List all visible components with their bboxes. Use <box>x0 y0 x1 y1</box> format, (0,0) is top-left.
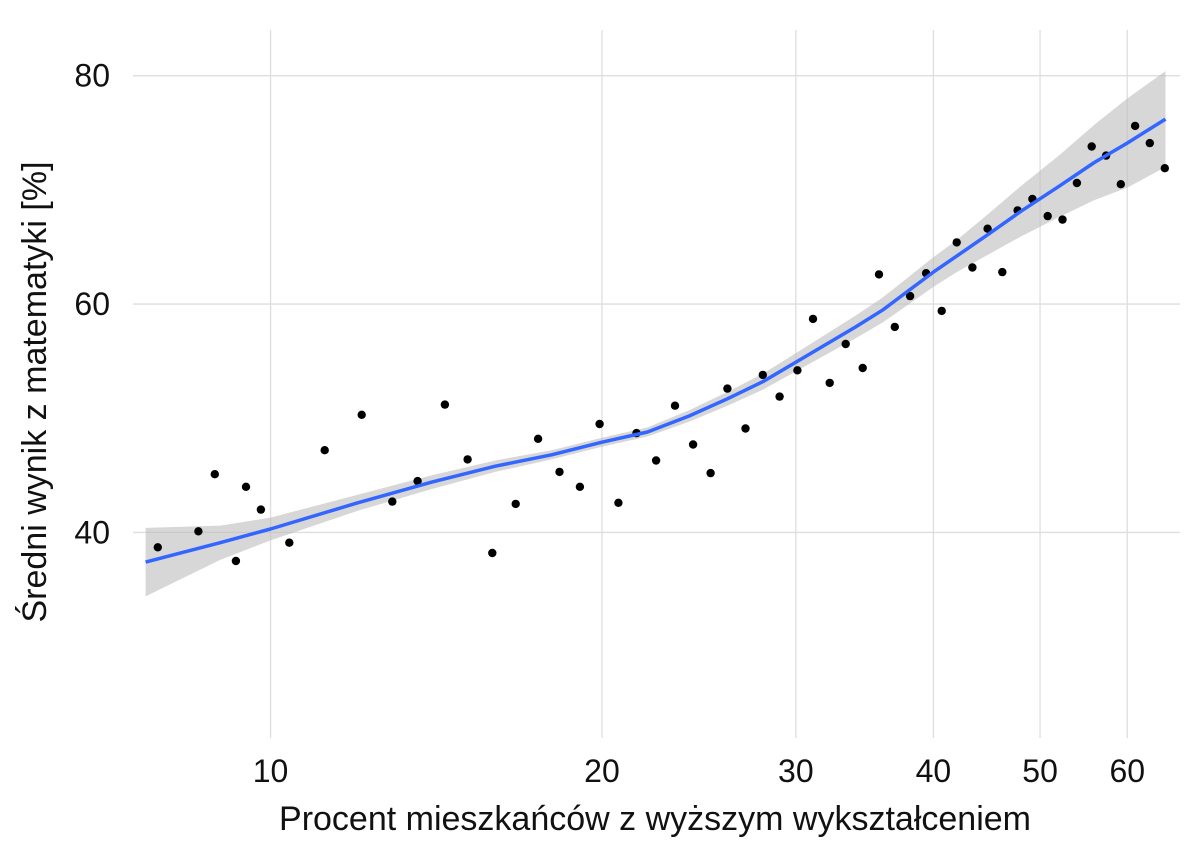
data-point <box>998 267 1007 277</box>
data-point <box>285 538 294 547</box>
data-point <box>1072 178 1082 188</box>
data-point <box>688 440 698 449</box>
data-point <box>413 476 422 486</box>
data-point <box>533 434 543 443</box>
smooth-curve <box>145 117 1167 564</box>
data-point <box>651 456 661 465</box>
data-point <box>357 410 366 419</box>
data-point <box>194 527 203 536</box>
x-tick-label: 30 <box>778 753 814 789</box>
data-point <box>614 498 623 507</box>
x-tick-label: 10 <box>253 753 289 789</box>
data-point <box>1130 121 1140 131</box>
data-point <box>741 424 750 433</box>
smooth-line <box>145 117 1167 564</box>
data-point <box>1160 164 1170 173</box>
data-point <box>511 499 520 509</box>
y-axis-ticks: 40 60 80 <box>74 58 110 551</box>
data-point <box>775 392 784 401</box>
data-point <box>1043 211 1052 221</box>
data-point <box>968 263 977 272</box>
data-point <box>575 482 585 491</box>
data-point <box>670 401 680 410</box>
data-point <box>440 400 450 409</box>
confidence-band <box>145 71 1166 597</box>
data-point <box>952 238 961 247</box>
data-point <box>793 366 802 375</box>
data-point <box>758 370 767 380</box>
data-point <box>874 270 884 279</box>
x-tick-label: 40 <box>916 753 952 789</box>
x-tick-label: 20 <box>584 753 620 789</box>
data-point <box>808 314 818 324</box>
data-point <box>1145 138 1155 148</box>
gridlines <box>133 30 1180 738</box>
y-tick-label: 80 <box>74 58 110 94</box>
y-axis-title: Średni wynik z matematyki [%] <box>15 161 54 622</box>
data-point <box>841 339 850 349</box>
data-point <box>388 497 397 506</box>
x-axis-title: Procent mieszkańców z wyższym wykształce… <box>279 800 1031 838</box>
data-point <box>210 470 219 479</box>
data-point <box>905 291 915 301</box>
x-tick-label: 50 <box>1022 753 1058 789</box>
data-point <box>706 468 715 478</box>
data-point <box>595 419 604 429</box>
data-point <box>463 455 472 464</box>
data-point <box>890 322 899 332</box>
data-point <box>231 556 241 566</box>
y-tick-label: 40 <box>74 514 110 550</box>
data-point <box>488 548 497 558</box>
data-points <box>153 121 1170 566</box>
confidence-band-area <box>145 71 1166 597</box>
data-point <box>1087 142 1096 151</box>
y-tick-label: 60 <box>74 286 110 322</box>
data-point <box>241 482 251 491</box>
data-point <box>1116 180 1126 189</box>
data-point <box>937 306 946 316</box>
data-point <box>1058 215 1067 224</box>
data-point <box>858 363 867 373</box>
data-point <box>153 543 162 552</box>
data-point <box>983 224 992 233</box>
x-axis-ticks: 10 20 30 40 50 60 <box>253 753 1145 789</box>
x-tick-label: 60 <box>1109 753 1145 789</box>
data-point <box>256 505 266 514</box>
data-point <box>555 467 564 477</box>
data-point <box>723 384 732 393</box>
data-point <box>320 446 329 455</box>
data-point <box>825 378 834 388</box>
